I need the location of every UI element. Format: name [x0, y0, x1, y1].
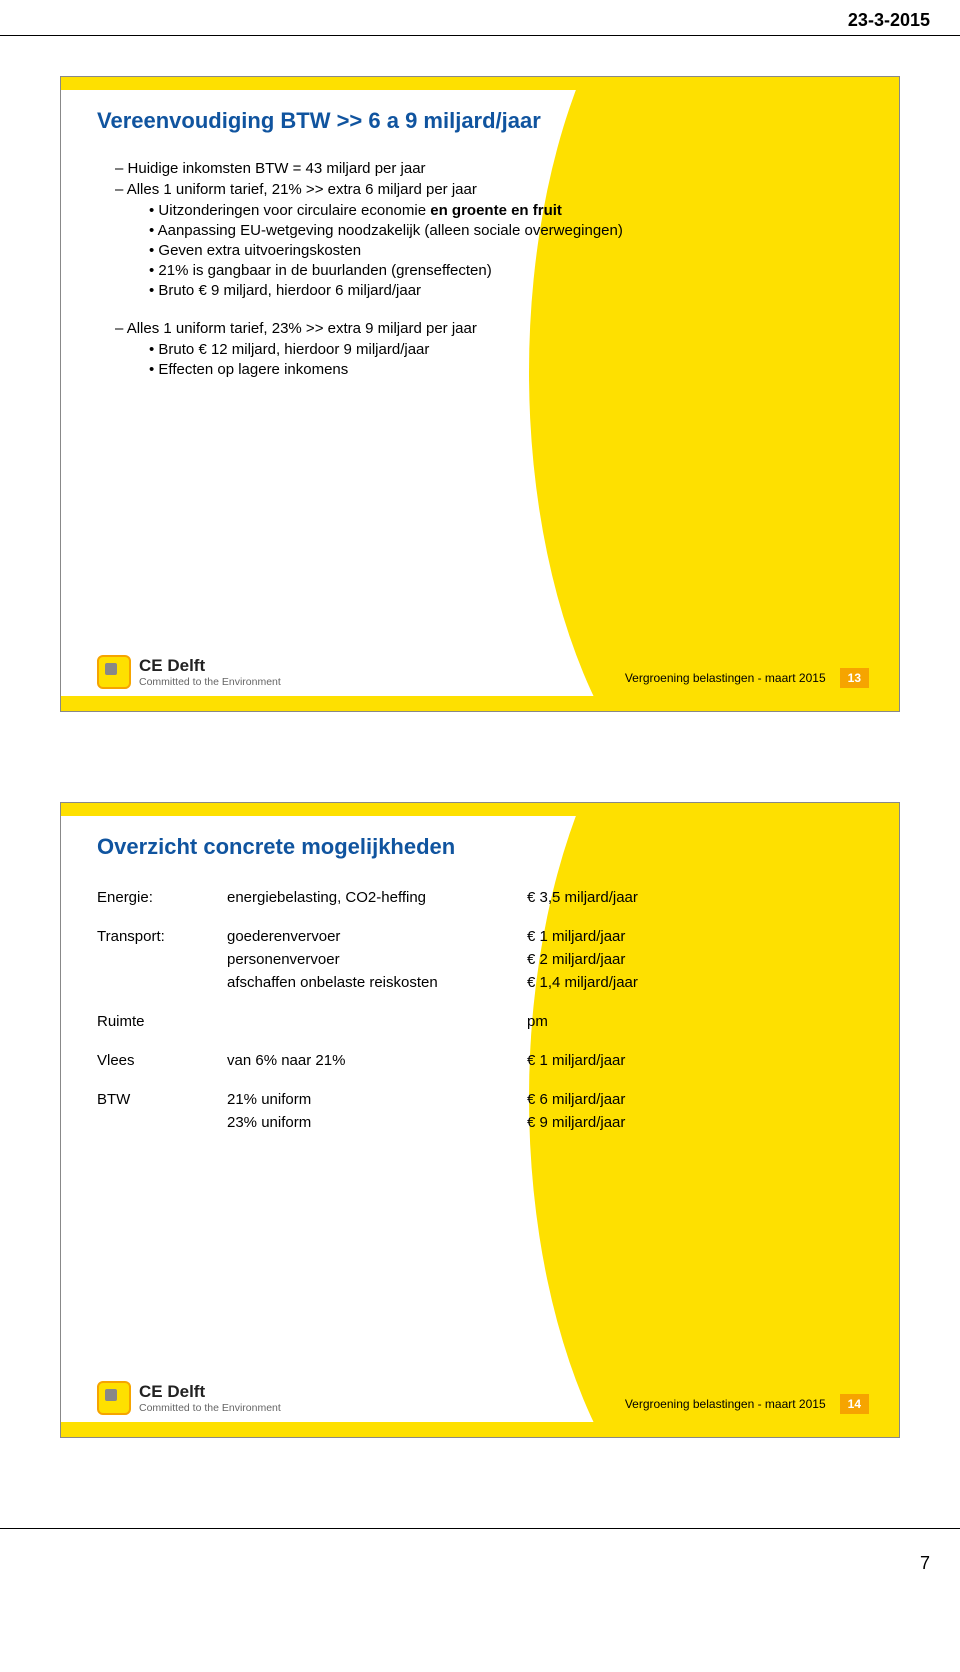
table-row: Energie:energiebelasting, CO2-heffing€ 3…	[97, 886, 717, 909]
table-cell: energiebelasting, CO2-heffing	[227, 886, 527, 909]
footer-logo: CE Delft Committed to the Environment	[97, 655, 281, 689]
logo-caption: Committed to the Environment	[139, 676, 281, 688]
bullet-l2: Geven extra uitvoeringskosten	[149, 242, 863, 259]
slide-content: Vereenvoudiging BTW >> 6 a 9 miljard/jaa…	[61, 90, 899, 378]
page-date: 23-3-2015	[0, 0, 960, 36]
table-row: personenvervoer€ 2 miljard/jaar	[97, 948, 717, 971]
bullet-l2: Uitzonderingen voor circulaire economie …	[149, 202, 863, 219]
slide-number: 13	[840, 668, 869, 688]
slide-14: Overzicht concrete mogelijkheden Energie…	[60, 802, 900, 1438]
footer-text: Vergroening belastingen - maart 2015	[625, 671, 826, 685]
table-cell: Transport:	[97, 925, 227, 948]
bottom-accent-bar	[61, 696, 899, 711]
table-cell: goederenvervoer	[227, 925, 527, 948]
slide-13: Vereenvoudiging BTW >> 6 a 9 miljard/jaa…	[60, 76, 900, 712]
bullet-l2: Bruto € 12 miljard, hierdoor 9 miljard/j…	[149, 341, 863, 358]
table-cell: € 6 miljard/jaar	[527, 1088, 717, 1111]
table-row: 23% uniform€ 9 miljard/jaar	[97, 1111, 717, 1134]
table-cell: personenvervoer	[227, 948, 527, 971]
logo-mark-icon	[97, 1381, 131, 1415]
slide-title: Vereenvoudiging BTW >> 6 a 9 miljard/jaa…	[97, 108, 863, 134]
slide-footer: CE Delft Committed to the Environment Ve…	[61, 633, 899, 711]
table-row: Vleesvan 6% naar 21%€ 1 miljard/jaar	[97, 1049, 717, 1072]
overview-table: Energie:energiebelasting, CO2-heffing€ 3…	[97, 886, 717, 1134]
table-row	[97, 994, 717, 1010]
logo-name: CE Delft	[139, 656, 281, 676]
bullet-l2: Aanpassing EU-wetgeving noodzakelijk (al…	[149, 222, 863, 239]
footer-logo: CE Delft Committed to the Environment	[97, 1381, 281, 1415]
table-cell: Energie:	[97, 886, 227, 909]
table-cell	[97, 948, 227, 971]
bullet-l1: Alles 1 uniform tarief, 21% >> extra 6 m…	[115, 181, 863, 198]
logo-caption: Committed to the Environment	[139, 1402, 281, 1414]
table-cell	[227, 1010, 527, 1033]
bullet-l1: Huidige inkomsten BTW = 43 miljard per j…	[115, 160, 863, 177]
table-cell: afschaffen onbelaste reiskosten	[227, 971, 527, 994]
bullet-l2: 21% is gangbaar in de buurlanden (grense…	[149, 262, 863, 279]
logo-mark-icon	[97, 655, 131, 689]
table-row	[97, 1033, 717, 1049]
table-row	[97, 1072, 717, 1088]
table-cell: van 6% naar 21%	[227, 1049, 527, 1072]
table-row: Transport:goederenvervoer€ 1 miljard/jaa…	[97, 925, 717, 948]
table-cell: € 3,5 miljard/jaar	[527, 886, 717, 909]
table-row	[97, 909, 717, 925]
table-cell: pm	[527, 1010, 717, 1033]
bullet-l2: Bruto € 9 miljard, hierdoor 6 miljard/ja…	[149, 282, 863, 299]
table-cell: € 1 miljard/jaar	[527, 925, 717, 948]
bullet-l1: Alles 1 uniform tarief, 23% >> extra 9 m…	[115, 320, 863, 337]
logo-text: CE Delft Committed to the Environment	[139, 1382, 281, 1414]
slide-number: 14	[840, 1394, 869, 1414]
table-cell: Vlees	[97, 1049, 227, 1072]
text-bold: en groente en fruit	[430, 202, 562, 219]
table-row: afschaffen onbelaste reiskosten€ 1,4 mil…	[97, 971, 717, 994]
table-cell: Ruimte	[97, 1010, 227, 1033]
footer-text: Vergroening belastingen - maart 2015	[625, 1397, 826, 1411]
footer-right: Vergroening belastingen - maart 2015 14	[625, 1394, 869, 1414]
table-cell: € 1,4 miljard/jaar	[527, 971, 717, 994]
bullet-l2: Effecten op lagere inkomens	[149, 361, 863, 378]
table-row: Ruimte pm	[97, 1010, 717, 1033]
table-cell: 23% uniform	[227, 1111, 527, 1134]
logo-text: CE Delft Committed to the Environment	[139, 656, 281, 688]
doc-page-number: 7	[0, 1528, 960, 1584]
slide-title: Overzicht concrete mogelijkheden	[97, 834, 863, 860]
table-cell: € 2 miljard/jaar	[527, 948, 717, 971]
table-cell	[97, 1111, 227, 1134]
text-fragment: Uitzonderingen voor circulaire economie	[158, 202, 430, 219]
table-cell	[97, 971, 227, 994]
table-cell: € 1 miljard/jaar	[527, 1049, 717, 1072]
slide-content: Overzicht concrete mogelijkheden Energie…	[61, 816, 899, 1134]
table-cell: € 9 miljard/jaar	[527, 1111, 717, 1134]
table-cell: BTW	[97, 1088, 227, 1111]
slide-footer: CE Delft Committed to the Environment Ve…	[61, 1359, 899, 1437]
logo-name: CE Delft	[139, 1382, 281, 1402]
table-row: BTW21% uniform€ 6 miljard/jaar	[97, 1088, 717, 1111]
bottom-accent-bar	[61, 1422, 899, 1437]
footer-right: Vergroening belastingen - maart 2015 13	[625, 668, 869, 688]
table-cell: 21% uniform	[227, 1088, 527, 1111]
